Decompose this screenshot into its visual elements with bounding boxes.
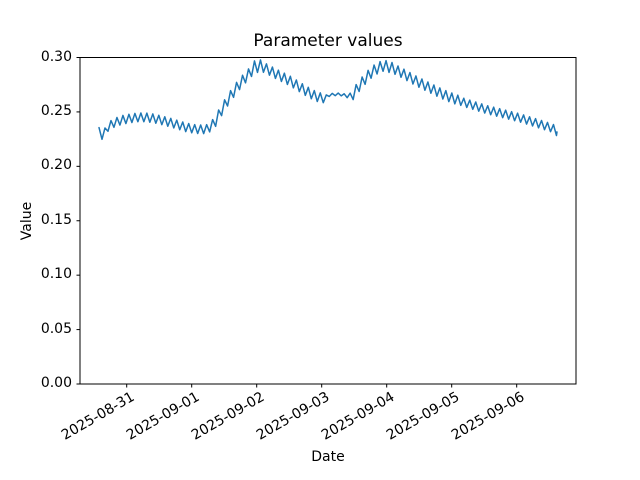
y-tick-label: 0.10 (40, 266, 72, 283)
chart-title: Parameter values (253, 31, 403, 51)
y-tick-label: 0.30 (40, 48, 72, 65)
y-tick-label: 0.00 (40, 375, 72, 391)
y-tick-label: 0.05 (40, 320, 72, 337)
x-axis-label: Date (311, 449, 345, 465)
axes-spines (79, 57, 577, 385)
y-tick-label: 0.15 (40, 211, 72, 228)
y-tick-label: 0.25 (40, 102, 72, 119)
parameter-values-line (98, 59, 558, 141)
y-tick-label: 0.20 (40, 157, 72, 174)
x-tick-label: 2025-09-06 (0, 389, 527, 444)
